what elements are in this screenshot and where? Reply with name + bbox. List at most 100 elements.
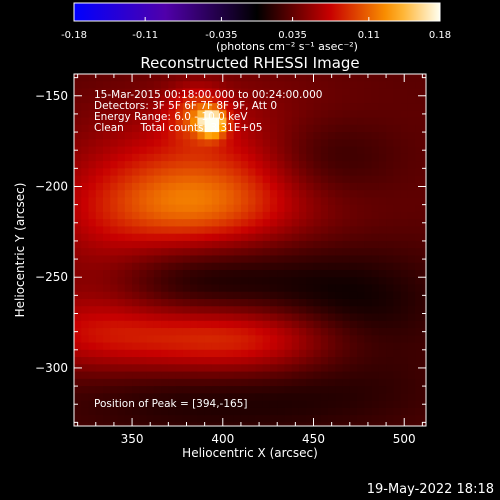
- heatmap-cell: [139, 298, 148, 307]
- heatmap-cell: [153, 262, 162, 271]
- heatmap-cell: [139, 226, 148, 235]
- heatmap-cell: [284, 269, 293, 278]
- heatmap-cell: [88, 371, 97, 380]
- heatmap-cell: [204, 161, 213, 169]
- heatmap-cell: [233, 153, 242, 162]
- heatmap-cell: [407, 400, 416, 409]
- heatmap-cell: [132, 226, 140, 235]
- heatmap-cell: [262, 371, 271, 380]
- heatmap-cell: [262, 342, 271, 351]
- heatmap-cell: [306, 248, 315, 257]
- heatmap-cell: [153, 240, 162, 249]
- heatmap-cell: [81, 328, 90, 336]
- heatmap-cell: [74, 248, 82, 257]
- heatmap-cell: [248, 407, 257, 416]
- heatmap-cell: [393, 415, 402, 423]
- heatmap-cell: [284, 110, 293, 119]
- heatmap-cell: [378, 255, 387, 264]
- heatmap-cell: [204, 110, 213, 119]
- heatmap-cell: [124, 291, 133, 300]
- heatmap-cell: [306, 117, 315, 126]
- heatmap-cell: [393, 110, 402, 119]
- heatmap-cell: [240, 262, 249, 271]
- heatmap-cell: [153, 81, 162, 90]
- heatmap-cell: [197, 182, 206, 191]
- heatmap-cell: [364, 386, 373, 394]
- heatmap-cell: [161, 204, 169, 213]
- heatmap-cell: [357, 204, 365, 213]
- heatmap-cell: [371, 190, 380, 198]
- heatmap-cell: [255, 117, 264, 126]
- heatmap-cell: [291, 168, 300, 177]
- heatmap-cell: [81, 110, 90, 119]
- heatmap-cell: [153, 407, 162, 416]
- heatmap-cell: [342, 117, 351, 126]
- heatmap-cell: [139, 168, 148, 177]
- heatmap-cell: [153, 313, 162, 322]
- heatmap-cell: [269, 313, 278, 322]
- heatmap-cell: [182, 386, 191, 394]
- heatmap-cell: [103, 364, 111, 373]
- heatmap-cell: [124, 190, 133, 198]
- heatmap-cell: [204, 88, 213, 97]
- heatmap-cell: [95, 277, 104, 286]
- heatmap-cell: [364, 161, 373, 169]
- heatmap-cell: [357, 182, 365, 191]
- heatmap-cell: [255, 357, 264, 365]
- heatmap-cell: [146, 364, 155, 373]
- heatmap-cell: [219, 400, 228, 409]
- heatmap-cell: [328, 248, 336, 257]
- heatmap-cell: [211, 161, 220, 169]
- heatmap-cell: [378, 371, 387, 380]
- heatmap-cell: [378, 306, 387, 315]
- heatmap-cell: [255, 262, 264, 271]
- heatmap-cell: [291, 139, 300, 148]
- heatmap-cell: [197, 415, 206, 423]
- heatmap-cell: [422, 262, 426, 271]
- heatmap-cell: [146, 161, 155, 169]
- heatmap-cell: [204, 153, 213, 162]
- heatmap-cell: [110, 262, 119, 271]
- heatmap-cell: [415, 269, 423, 278]
- heatmap-cell: [132, 103, 140, 111]
- heatmap-cell: [407, 306, 416, 315]
- heatmap-cell: [240, 161, 249, 169]
- heatmap-cell: [378, 386, 387, 394]
- heatmap-cell: [378, 269, 387, 278]
- heatmap-cell: [298, 248, 307, 257]
- heatmap-cell: [364, 313, 373, 322]
- heatmap-cell: [153, 219, 162, 228]
- heatmap-cell: [393, 248, 402, 257]
- heatmap-cell: [313, 117, 322, 126]
- heatmap-cell: [335, 320, 344, 329]
- heatmap-cell: [364, 306, 373, 315]
- heatmap-cell: [117, 400, 126, 409]
- heatmap-cell: [328, 233, 336, 242]
- heatmap-cell: [110, 81, 119, 90]
- heatmap-cell: [407, 175, 416, 184]
- heatmap-cell: [197, 400, 206, 409]
- heatmap-cell: [219, 407, 228, 416]
- heatmap-cell: [371, 168, 380, 177]
- heatmap-cell: [386, 284, 394, 293]
- heatmap-cell: [422, 226, 426, 235]
- heatmap-cell: [117, 168, 126, 177]
- heatmap-cell: [262, 306, 271, 315]
- heatmap-cell: [298, 190, 307, 198]
- heatmap-cell: [364, 364, 373, 373]
- heatmap-cell: [168, 103, 177, 111]
- heatmap-cell: [103, 139, 111, 148]
- heatmap-cell: [306, 74, 315, 82]
- heatmap-cell: [240, 132, 249, 140]
- heatmap-cell: [298, 168, 307, 177]
- heatmap-cell: [342, 422, 351, 426]
- heatmap-cell: [248, 393, 257, 402]
- heatmap-cell: [320, 132, 329, 140]
- heatmap-cell: [284, 197, 293, 206]
- heatmap-cell: [342, 328, 351, 336]
- heatmap-cell: [161, 415, 169, 423]
- heatmap-cell: [219, 378, 228, 387]
- heatmap-cell: [415, 124, 423, 133]
- heatmap-cell: [240, 306, 249, 315]
- heatmap-cell: [81, 306, 90, 315]
